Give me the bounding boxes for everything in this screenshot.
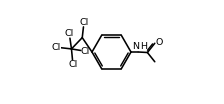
Text: Cl: Cl <box>80 47 89 56</box>
Text: N: N <box>132 42 139 51</box>
Text: Cl: Cl <box>68 59 78 69</box>
Text: H: H <box>140 42 147 51</box>
Text: Cl: Cl <box>65 29 74 38</box>
Text: O: O <box>155 38 163 47</box>
Text: Cl: Cl <box>79 18 88 27</box>
Text: Cl: Cl <box>52 43 61 52</box>
